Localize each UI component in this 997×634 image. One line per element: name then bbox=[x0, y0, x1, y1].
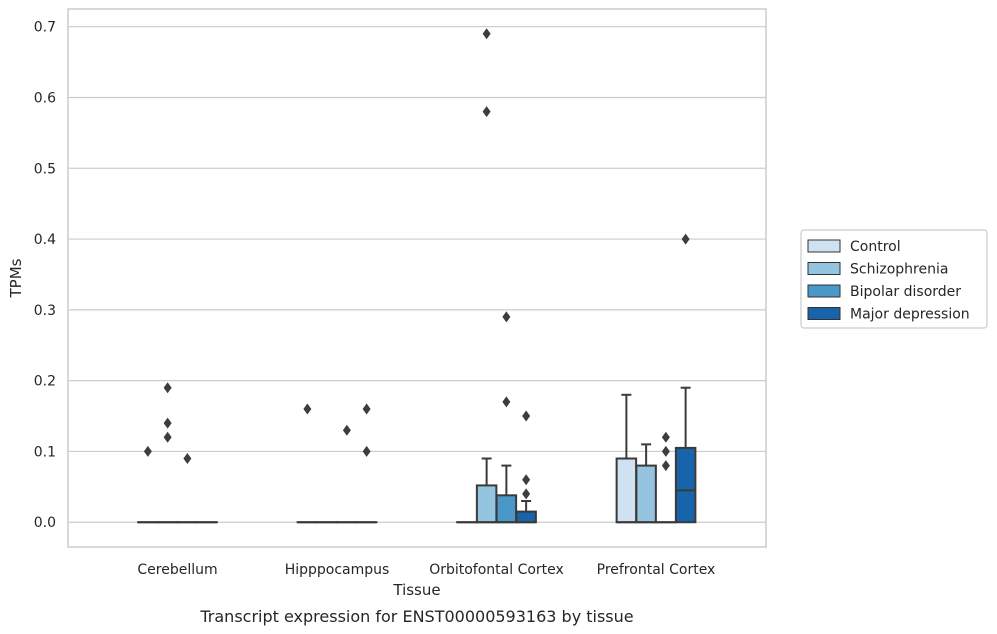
outlier-point bbox=[342, 424, 351, 436]
legend-swatch bbox=[807, 284, 841, 298]
y-tick-label: 0.5 bbox=[34, 161, 56, 177]
outlier-point bbox=[661, 445, 670, 457]
x-tick-label: Cerebellum bbox=[137, 562, 217, 578]
outlier-point bbox=[502, 396, 511, 408]
box-body bbox=[635, 464, 657, 524]
legend-label: Major depression bbox=[850, 307, 970, 323]
box-group bbox=[156, 382, 179, 524]
x-tick-label: Hipppocampus bbox=[285, 562, 390, 578]
x-tick-label: Orbitofontal Cortex bbox=[429, 562, 564, 578]
legend-swatch bbox=[807, 262, 841, 275]
box-group bbox=[336, 424, 358, 524]
box-body bbox=[475, 484, 498, 524]
plot-frame bbox=[67, 8, 767, 548]
outlier-point bbox=[163, 417, 172, 429]
legend-frame bbox=[800, 229, 988, 329]
box-group bbox=[615, 393, 638, 524]
box-group bbox=[655, 431, 677, 524]
x-tick-label: Prefrontal Cortex bbox=[597, 562, 716, 578]
outlier-point bbox=[482, 106, 491, 118]
y-axis-title: TPMs bbox=[7, 258, 25, 298]
outlier-point bbox=[143, 445, 152, 457]
legend-entry: Bipolar disorder bbox=[807, 284, 961, 300]
outlier-point bbox=[522, 488, 531, 500]
legend-label: Control bbox=[850, 239, 901, 255]
box-group bbox=[635, 443, 657, 524]
outlier-point bbox=[522, 410, 531, 422]
outlier-point bbox=[183, 453, 192, 465]
box-body bbox=[515, 510, 537, 524]
box-group bbox=[296, 403, 319, 524]
legend-entry: Major depression bbox=[807, 307, 970, 323]
box-body bbox=[615, 457, 638, 524]
legend-swatch bbox=[807, 307, 841, 320]
box-group bbox=[495, 311, 518, 524]
outlier-point bbox=[163, 382, 172, 394]
legend: Control Schizophrenia Bipolar disorder Majo… bbox=[800, 229, 988, 329]
y-tick-label: 0.6 bbox=[34, 90, 56, 106]
outlier-point bbox=[303, 403, 312, 415]
tick-layer: 0.0 0.1 0.2 0.3 0.4 0.5 0.6 0.7 Cerebellum Hipppo… bbox=[34, 20, 716, 578]
outlier-point bbox=[482, 28, 491, 40]
box-group bbox=[475, 28, 498, 524]
box-body bbox=[674, 446, 697, 524]
y-tick-label: 0.3 bbox=[34, 303, 56, 319]
outlier-point bbox=[502, 311, 511, 323]
y-tick-label: 0.4 bbox=[34, 232, 56, 248]
y-tick-label: 0.2 bbox=[34, 374, 56, 390]
box-group bbox=[176, 453, 199, 524]
legend-swatch bbox=[807, 239, 841, 253]
outlier-point bbox=[163, 431, 172, 443]
box-group bbox=[674, 233, 697, 524]
outlier-point bbox=[661, 431, 670, 443]
outlier-point bbox=[362, 403, 371, 415]
legend-entry: Schizophrenia bbox=[807, 262, 948, 278]
y-tick-label: 0.1 bbox=[34, 444, 56, 460]
outlier-point bbox=[661, 460, 670, 472]
box-body bbox=[495, 494, 518, 524]
box-group bbox=[355, 403, 378, 524]
outlier-point bbox=[522, 474, 531, 486]
legend-entry: Control bbox=[807, 239, 901, 255]
y-tick-label: 0.0 bbox=[34, 515, 56, 531]
grid-layer bbox=[68, 26, 766, 523]
legend-label: Bipolar disorder bbox=[850, 284, 961, 300]
y-tick-label: 0.7 bbox=[34, 20, 56, 36]
x-axis-title: Tissue bbox=[392, 581, 440, 599]
outlier-point bbox=[362, 445, 371, 457]
legend-label: Schizophrenia bbox=[850, 262, 948, 278]
chart-caption: Transcript expression for ENST0000059316… bbox=[199, 607, 633, 626]
outlier-point bbox=[681, 233, 690, 245]
box-layer bbox=[137, 28, 697, 524]
box-group bbox=[137, 445, 159, 524]
box-group bbox=[515, 410, 537, 524]
